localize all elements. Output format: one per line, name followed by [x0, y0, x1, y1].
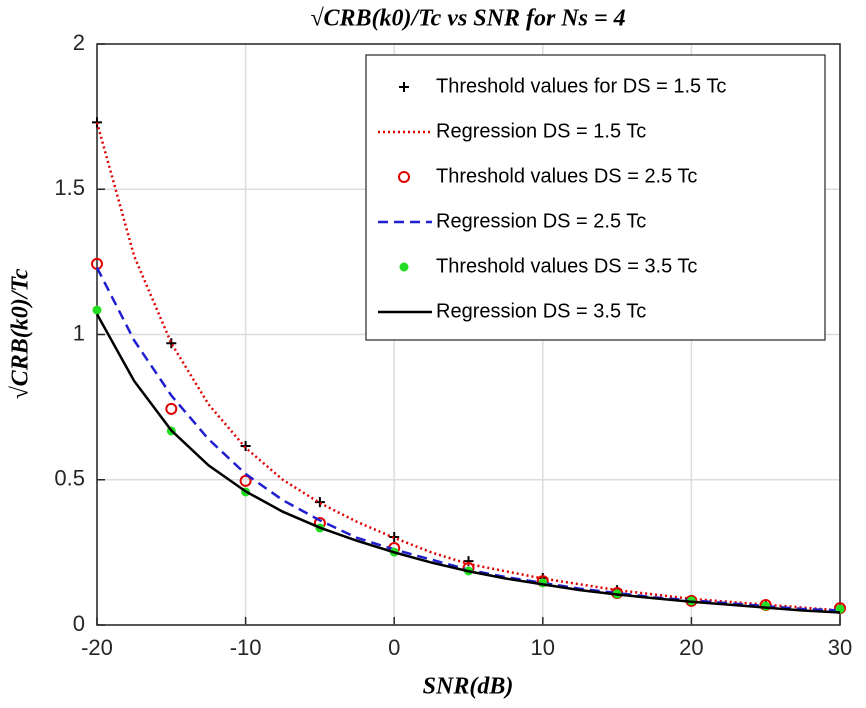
legend-label: Regression DS = 2.5 Tc: [436, 210, 646, 232]
x-axis-label: SNR(dB): [423, 674, 514, 700]
legend-label: Threshold values DS = 3.5 Tc: [436, 255, 697, 277]
x-tick-label: 0: [388, 635, 400, 660]
series-line: [95, 313, 841, 614]
legend-marker: [399, 262, 409, 272]
marker-plus: [166, 338, 177, 349]
chart-title: √CRB(k0)/Tc vs SNR for Ns = 4: [310, 6, 625, 32]
y-tick-label: 2: [73, 30, 85, 55]
y-tick-label: 1.5: [54, 175, 85, 200]
legend-label: Threshold values for DS = 1.5 Tc: [436, 75, 726, 97]
x-tick-label: 10: [531, 635, 555, 660]
x-tick-label: -10: [230, 635, 262, 660]
legend-box: [365, 54, 826, 341]
marker-circle: [165, 402, 178, 415]
x-tick-label: -20: [81, 635, 113, 660]
legend-marker: [398, 171, 410, 183]
legend-label: Regression DS = 1.5 Tc: [436, 120, 646, 142]
y-tick-label: 1: [73, 320, 85, 345]
x-tick-label: 20: [679, 635, 703, 660]
x-tick-label: 30: [828, 635, 852, 660]
marker-dot: [92, 305, 102, 315]
y-tick-label: 0.5: [54, 466, 85, 491]
legend-label: Regression DS = 3.5 Tc: [436, 300, 646, 322]
legend-marker: [399, 82, 409, 92]
marker-circle: [239, 474, 252, 487]
y-tick-label: 0: [73, 611, 85, 636]
plot-frame: [96, 43, 841, 626]
y-axis-label: √CRB(k0)/Tc: [8, 268, 34, 399]
legend-label: Threshold values DS = 2.5 Tc: [436, 165, 697, 187]
